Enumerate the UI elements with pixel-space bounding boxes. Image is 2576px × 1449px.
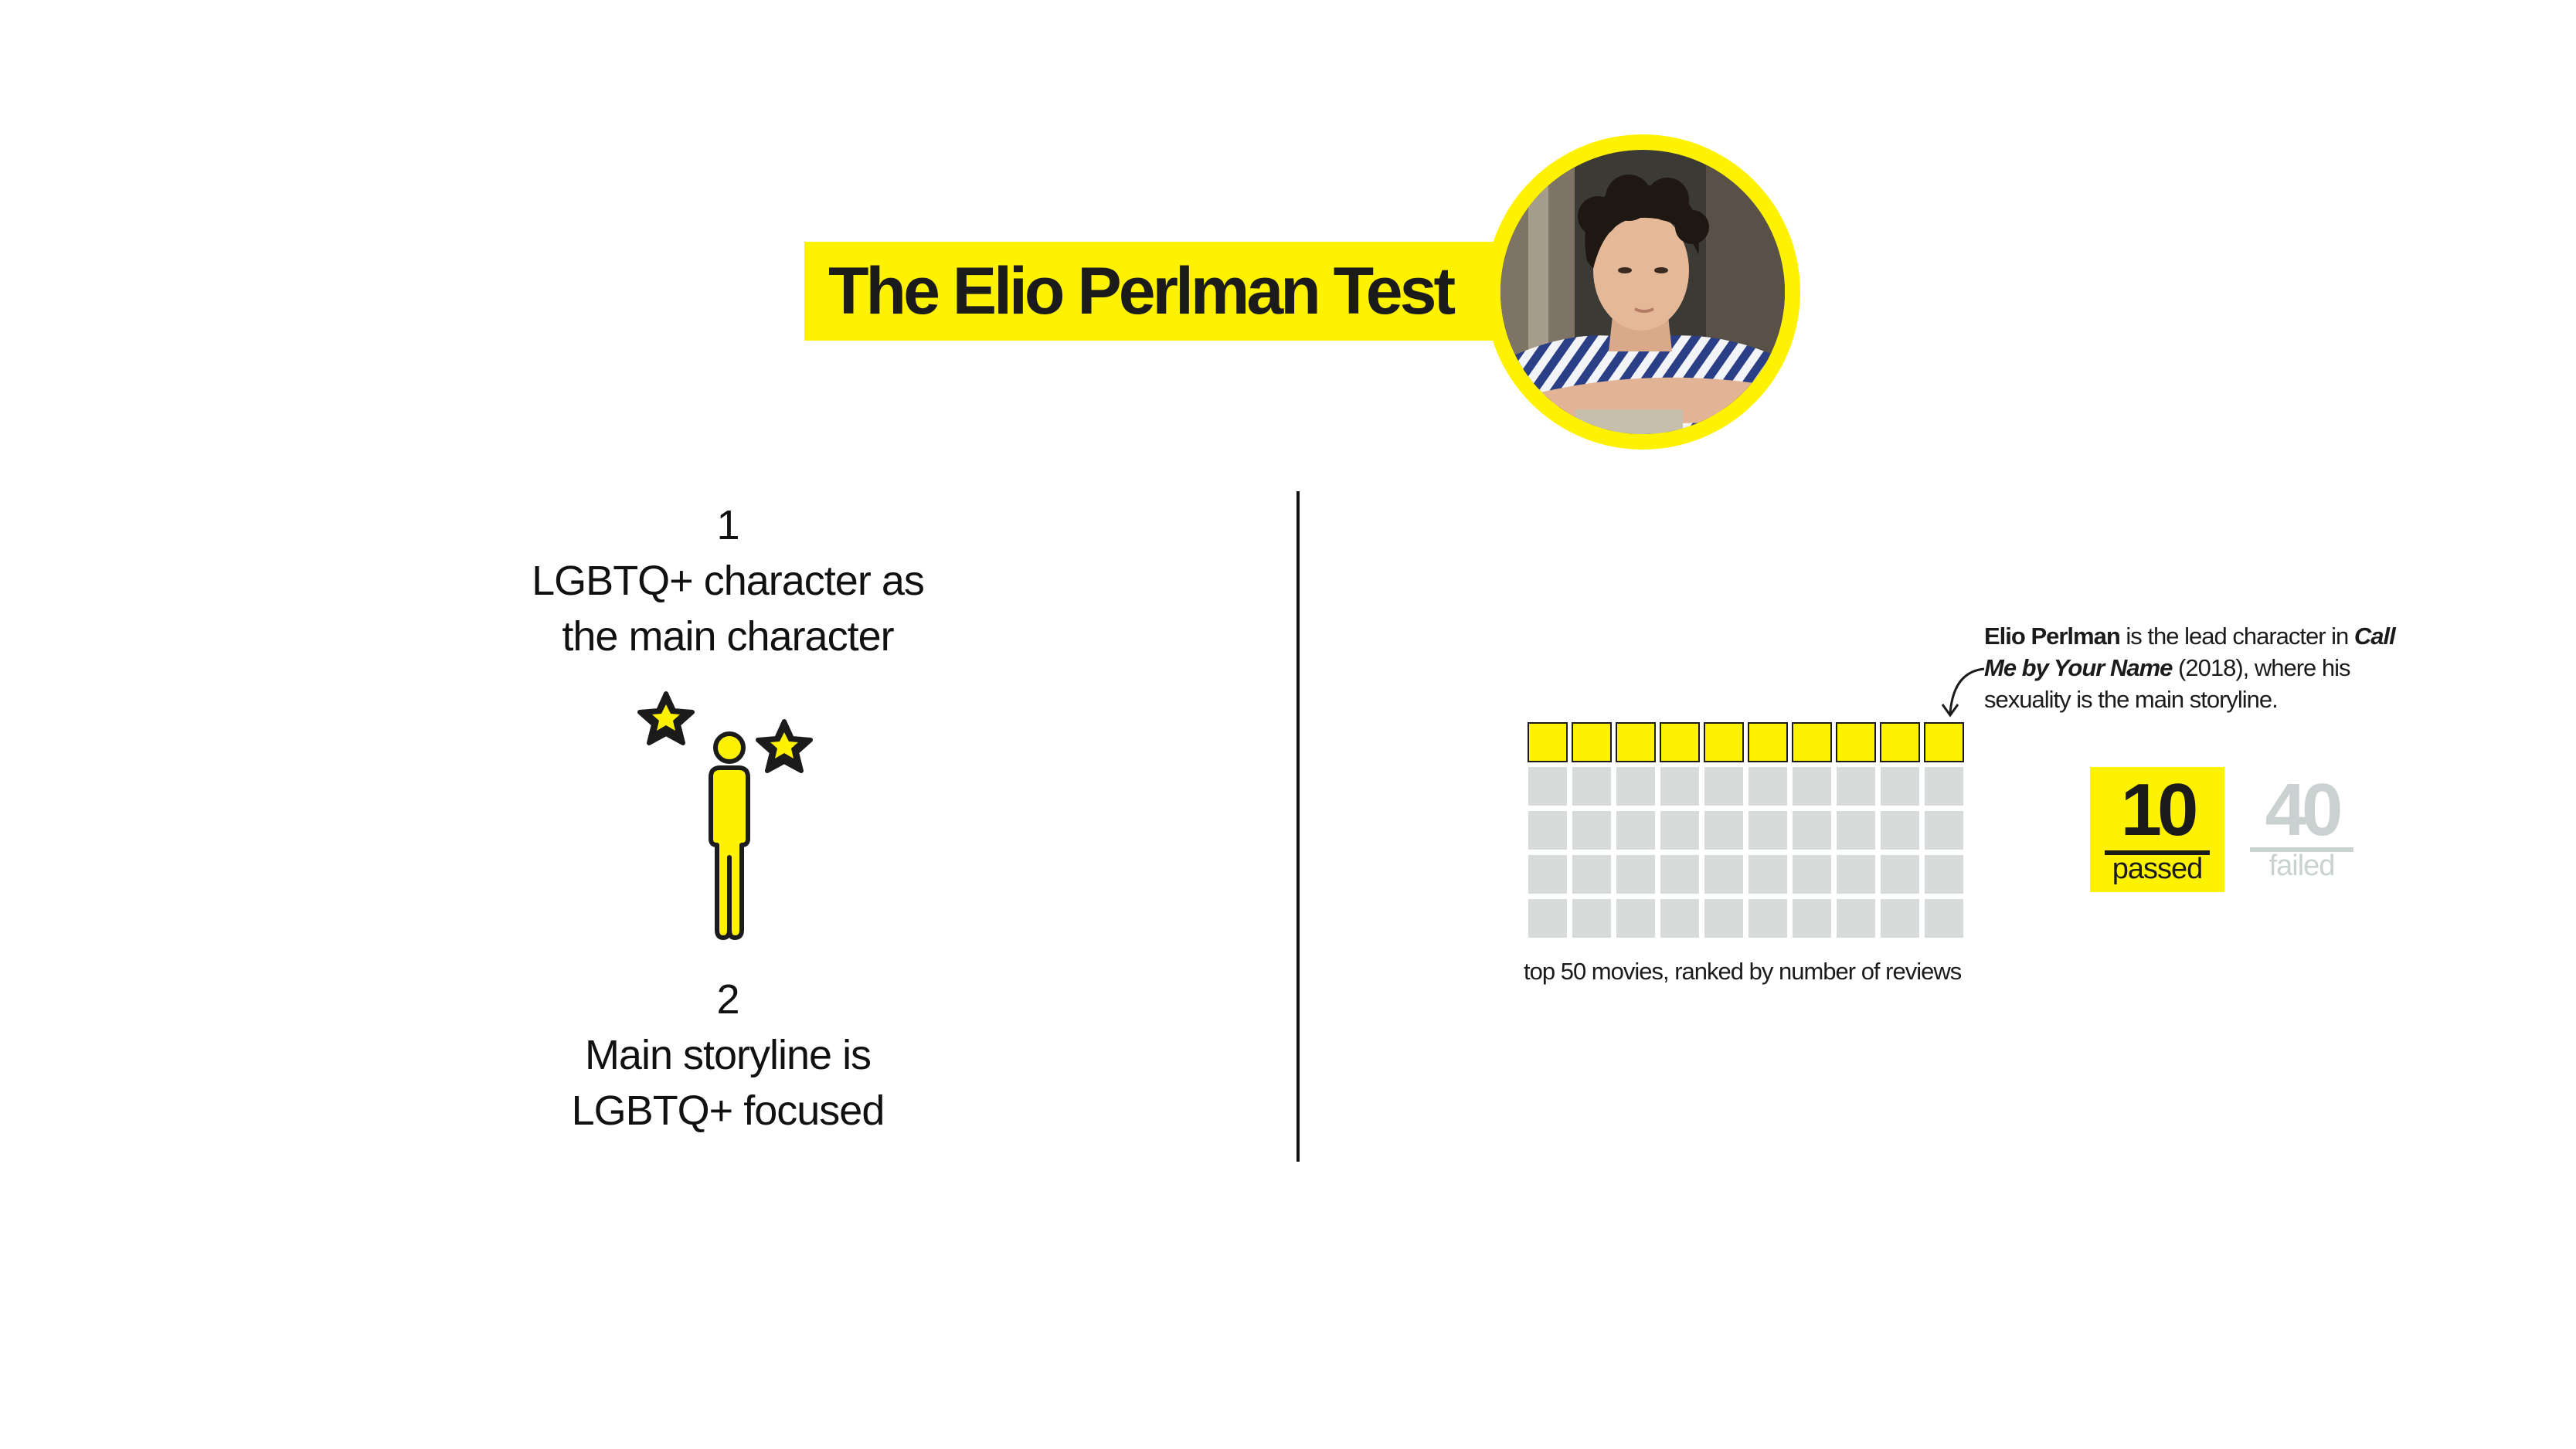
waffle-cell-failed bbox=[1925, 899, 1963, 938]
waffle-cell-failed bbox=[1793, 811, 1831, 850]
waffle-cell-failed bbox=[1572, 855, 1611, 894]
waffle-cell-passed bbox=[1880, 722, 1920, 762]
waffle-cell-failed bbox=[1572, 811, 1611, 850]
waffle-cell-passed bbox=[1660, 722, 1700, 762]
waffle-cell-failed bbox=[1837, 899, 1875, 938]
annotation-name: Elio Perlman bbox=[1984, 623, 2121, 650]
criterion-2: 2 Main storyline is LGBTQ+ focused bbox=[419, 972, 1037, 1138]
waffle-cell-failed bbox=[1572, 767, 1611, 806]
waffle-cell-failed bbox=[1616, 899, 1655, 938]
waffle-cell-failed bbox=[1660, 855, 1699, 894]
waffle-cell-passed bbox=[1704, 722, 1744, 762]
waffle-cell-failed bbox=[1881, 899, 1919, 938]
waffle-chart bbox=[1528, 722, 1964, 938]
section-divider bbox=[1296, 491, 1300, 1162]
waffle-cell-failed bbox=[1925, 767, 1963, 806]
failed-label: failed bbox=[2268, 850, 2336, 882]
waffle-cell-passed bbox=[1924, 722, 1964, 762]
waffle-cell-failed bbox=[1881, 811, 1919, 850]
waffle-cell-failed bbox=[1616, 767, 1655, 806]
waffle-cell-failed bbox=[1793, 899, 1831, 938]
waffle-cell-failed bbox=[1616, 811, 1655, 850]
waffle-cell-failed bbox=[1748, 899, 1787, 938]
waffle-cell-passed bbox=[1836, 722, 1876, 762]
annotation-text-1: is the lead character in bbox=[2119, 623, 2354, 650]
waffle-cell-failed bbox=[1925, 855, 1963, 894]
waffle-cell-failed bbox=[1704, 855, 1743, 894]
waffle-cell-failed bbox=[1528, 767, 1567, 806]
failed-count: 40 bbox=[2265, 769, 2343, 851]
criterion-1-text: LGBTQ+ character as the main character bbox=[532, 558, 925, 660]
portrait-photo bbox=[1485, 134, 1800, 450]
waffle-cell-failed bbox=[1704, 767, 1743, 806]
waffle-cell-failed bbox=[1572, 899, 1611, 938]
waffle-cell-passed bbox=[1572, 722, 1612, 762]
waffle-cell-failed bbox=[1528, 899, 1567, 938]
waffle-cell-failed bbox=[1704, 811, 1743, 850]
page-title: The Elio Perlman Test bbox=[828, 254, 1456, 328]
annotation-arrow-icon bbox=[1941, 667, 1985, 718]
waffle-caption: top 50 movies, ranked by number of revie… bbox=[1524, 958, 1962, 985]
waffle-cell-failed bbox=[1660, 899, 1699, 938]
annotation-text-2: (2018), where his sexuality is the main … bbox=[1984, 654, 2351, 713]
waffle-cell-failed bbox=[1881, 855, 1919, 894]
waffle-cell-failed bbox=[1793, 855, 1831, 894]
criterion-2-number: 2 bbox=[716, 976, 739, 1023]
waffle-cell-failed bbox=[1660, 811, 1699, 850]
waffle-cell-failed bbox=[1837, 855, 1875, 894]
waffle-cell-failed bbox=[1528, 855, 1567, 894]
passed-count: 10 bbox=[2120, 769, 2199, 851]
person-with-stars-icon bbox=[637, 691, 813, 940]
passed-label: passed bbox=[2112, 853, 2204, 885]
waffle-cell-failed bbox=[1616, 855, 1655, 894]
waffle-cell-passed bbox=[1792, 722, 1832, 762]
waffle-cell-failed bbox=[1793, 767, 1831, 806]
waffle-cell-failed bbox=[1925, 811, 1963, 850]
passed-badge bbox=[2090, 767, 2224, 892]
waffle-cell-passed bbox=[1616, 722, 1656, 762]
waffle-cell-failed bbox=[1528, 811, 1567, 850]
waffle-cell-failed bbox=[1881, 767, 1919, 806]
annotation-text: Elio Perlman is the lead character in Ca… bbox=[1984, 620, 2417, 715]
waffle-cell-passed bbox=[1748, 722, 1788, 762]
failed-rule bbox=[2250, 847, 2353, 852]
waffle-cell-failed bbox=[1748, 811, 1787, 850]
waffle-cell-passed bbox=[1528, 722, 1568, 762]
title-banner bbox=[804, 242, 1523, 341]
annotation-film: Call Me by Your Name bbox=[1984, 623, 2396, 681]
waffle-cell-failed bbox=[1704, 899, 1743, 938]
waffle-cell-failed bbox=[1748, 855, 1787, 894]
criterion-1-number: 1 bbox=[716, 502, 739, 548]
criterion-1: 1 LGBTQ+ character as the main character bbox=[419, 497, 1037, 664]
criterion-2-text: Main storyline is LGBTQ+ focused bbox=[571, 1032, 885, 1134]
waffle-cell-failed bbox=[1748, 767, 1787, 806]
waffle-cell-failed bbox=[1837, 811, 1875, 850]
waffle-cell-failed bbox=[1837, 767, 1875, 806]
waffle-cell-failed bbox=[1660, 767, 1699, 806]
passed-rule bbox=[2105, 850, 2210, 855]
